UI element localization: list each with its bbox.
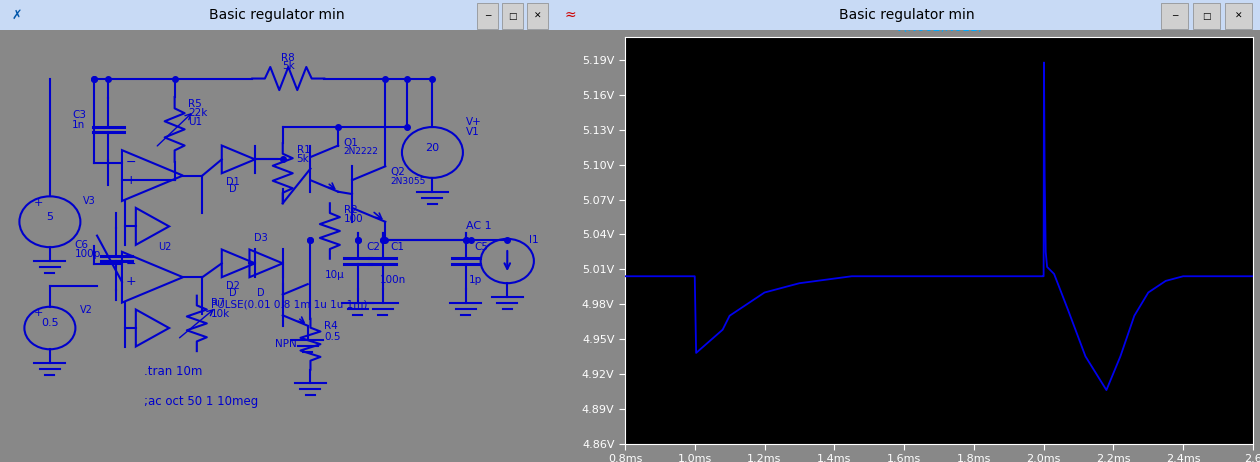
FancyBboxPatch shape (1225, 3, 1251, 29)
Text: ─: ─ (485, 12, 490, 21)
Text: 5: 5 (47, 212, 53, 222)
Text: R1: R1 (296, 145, 310, 155)
Text: U1: U1 (189, 117, 203, 128)
Text: ✕: ✕ (1235, 12, 1242, 21)
Text: R2: R2 (344, 205, 358, 215)
Text: R8: R8 (281, 53, 295, 63)
Text: ;ac oct 50 1 10meg: ;ac oct 50 1 10meg (144, 395, 258, 408)
Text: □: □ (508, 12, 517, 21)
Text: .tran 10m: .tran 10m (144, 365, 203, 378)
Text: PULSE(0.01 0.8 1m 1u 1u 1m): PULSE(0.01 0.8 1m 1u 1u 1m) (210, 300, 367, 310)
Text: C2: C2 (365, 242, 381, 252)
Text: D: D (229, 184, 237, 195)
Text: 2N2222: 2N2222 (344, 146, 378, 156)
Text: D: D (229, 288, 237, 298)
Text: Q2: Q2 (391, 167, 406, 177)
Text: C5: C5 (474, 242, 488, 252)
Text: 20: 20 (426, 143, 440, 153)
Text: ✕: ✕ (533, 12, 541, 21)
Text: 5k: 5k (282, 61, 295, 71)
Text: □: □ (1202, 12, 1211, 21)
Text: 1n: 1n (72, 120, 86, 130)
FancyBboxPatch shape (1162, 3, 1188, 29)
Text: −: − (126, 156, 136, 169)
Text: ✗: ✗ (11, 9, 21, 22)
Text: +: + (34, 308, 44, 318)
FancyBboxPatch shape (0, 0, 554, 30)
Text: D3: D3 (253, 233, 267, 243)
Text: 0.5: 0.5 (324, 332, 340, 342)
Text: +: + (126, 174, 136, 187)
Text: R4: R4 (324, 321, 338, 331)
Text: V+: V+ (466, 117, 481, 128)
Text: R5: R5 (189, 99, 203, 109)
Text: R7: R7 (210, 298, 224, 308)
Text: C6: C6 (74, 240, 89, 250)
Text: D1: D1 (226, 177, 239, 188)
Text: −: − (126, 258, 136, 271)
Text: 100n: 100n (379, 274, 406, 285)
FancyBboxPatch shape (554, 0, 1260, 30)
Text: C3: C3 (72, 110, 86, 121)
FancyBboxPatch shape (1193, 3, 1220, 29)
Text: ─: ─ (1172, 12, 1177, 21)
Text: D: D (257, 288, 265, 298)
Text: 2N3055: 2N3055 (391, 176, 426, 186)
Text: 100p: 100p (74, 249, 101, 259)
Text: 10μ: 10μ (324, 270, 344, 280)
Text: ≈: ≈ (564, 8, 577, 22)
FancyBboxPatch shape (476, 3, 498, 29)
Text: Basic regulator min: Basic regulator min (839, 8, 975, 22)
Text: 0.5: 0.5 (42, 318, 59, 328)
Text: D2: D2 (226, 281, 239, 292)
Text: 22k: 22k (189, 108, 208, 118)
Text: U2: U2 (158, 242, 171, 252)
Text: 100: 100 (344, 214, 363, 225)
FancyBboxPatch shape (527, 3, 548, 29)
Text: NPN: NPN (275, 339, 296, 349)
FancyBboxPatch shape (501, 3, 523, 29)
Text: 5k: 5k (296, 154, 310, 164)
Text: +: + (126, 275, 136, 288)
Text: 10k: 10k (210, 309, 229, 319)
Text: V3: V3 (83, 196, 96, 206)
Text: Basic regulator min: Basic regulator min (209, 8, 345, 22)
Text: V1: V1 (466, 127, 480, 137)
Text: AC 1: AC 1 (466, 221, 491, 231)
Text: +: + (34, 198, 44, 208)
Text: C1: C1 (391, 242, 404, 252)
Text: 1p: 1p (469, 274, 481, 285)
Text: I1: I1 (529, 235, 539, 245)
Text: Q1: Q1 (344, 138, 359, 148)
Text: V2: V2 (81, 305, 93, 316)
